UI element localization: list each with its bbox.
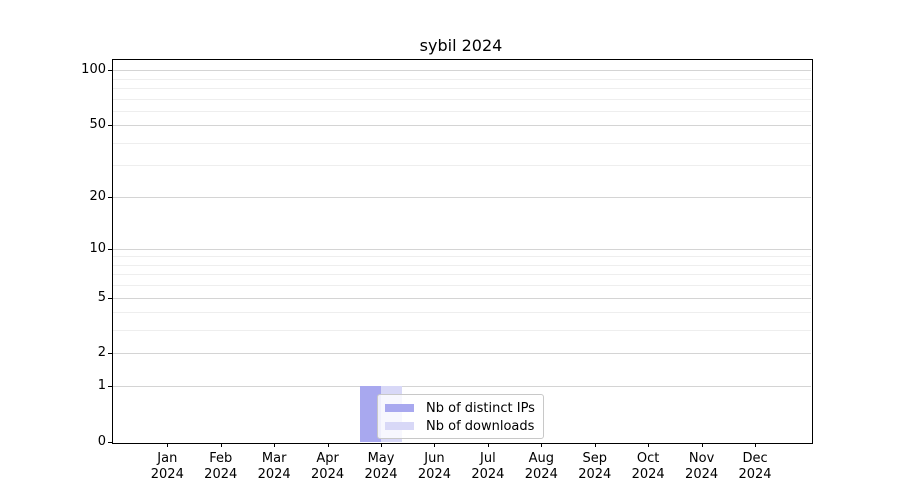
y-tick-label: 1 (97, 378, 106, 394)
y-tick-label: 20 (89, 188, 106, 204)
gridline-major (113, 297, 811, 299)
y-tick-label: 5 (97, 289, 106, 305)
y-tick-label: 100 (81, 62, 106, 78)
y-tick-label: 50 (89, 117, 106, 133)
legend-swatch-icon (385, 404, 414, 412)
x-tick-label: Apr 2024 (311, 451, 345, 482)
bar-nb-of-distinct-ips (359, 386, 381, 442)
x-tick-label: Mar 2024 (257, 451, 291, 482)
gridline-major (113, 70, 811, 72)
x-tick (594, 443, 596, 447)
gridline-minor (113, 98, 811, 100)
legend-label: Nb of downloads (426, 418, 535, 434)
y-tick (108, 196, 112, 198)
x-tick (701, 443, 703, 447)
y-tick-label: 2 (97, 345, 106, 361)
gridline-minor (113, 165, 811, 167)
x-tick (327, 443, 329, 447)
x-tick (487, 443, 489, 447)
gridline-minor (113, 330, 811, 332)
chart-title: sybil 2024 (419, 36, 503, 55)
x-tick-label: Jan 2024 (150, 451, 184, 482)
x-tick-label: May 2024 (364, 451, 398, 482)
gridline-minor (113, 87, 811, 89)
x-tick-label: Feb 2024 (204, 451, 238, 482)
legend-swatch-icon (385, 422, 414, 430)
gridline-major (113, 386, 811, 388)
x-tick (755, 443, 757, 447)
x-tick-label: Jul 2024 (471, 451, 505, 482)
gridline-major (113, 248, 811, 250)
gridline-minor (113, 78, 811, 80)
x-tick (274, 443, 276, 447)
gridline-minor (113, 264, 811, 266)
gridline-major (113, 353, 811, 355)
x-tick (648, 443, 650, 447)
x-tick-label: Dec 2024 (738, 451, 772, 482)
x-tick (381, 443, 383, 447)
x-tick (220, 443, 222, 447)
gridline-minor (113, 274, 811, 276)
gridline-minor (113, 142, 811, 144)
x-tick (434, 443, 436, 447)
y-tick (108, 70, 112, 72)
legend-label: Nb of distinct IPs (426, 400, 535, 416)
x-tick-label: Jun 2024 (417, 451, 451, 482)
x-tick-label: Oct 2024 (631, 451, 665, 482)
y-tick (108, 442, 112, 443)
gridline-major (113, 125, 811, 127)
x-tick-label: Sep 2024 (578, 451, 612, 482)
y-tick-label: 10 (89, 240, 106, 256)
y-tick (108, 248, 112, 250)
gridline-minor (113, 285, 811, 287)
y-tick-label: 0 (97, 434, 106, 449)
legend: Nb of distinct IPs Nb of downloads (377, 394, 544, 439)
x-tick-label: Aug 2024 (524, 451, 558, 482)
legend-item: Nb of downloads (385, 417, 535, 435)
y-tick (108, 125, 112, 127)
legend-item: Nb of distinct IPs (385, 399, 535, 417)
y-tick (108, 386, 112, 388)
gridline-minor (113, 312, 811, 314)
gridline-major (113, 196, 811, 198)
gridline-minor (113, 110, 811, 112)
x-tick (167, 443, 169, 447)
x-tick-label: Nov 2024 (685, 451, 719, 482)
plot-border (112, 59, 813, 444)
y-tick (108, 353, 112, 355)
x-tick (541, 443, 543, 447)
gridline-minor (113, 256, 811, 258)
y-tick (108, 297, 112, 299)
